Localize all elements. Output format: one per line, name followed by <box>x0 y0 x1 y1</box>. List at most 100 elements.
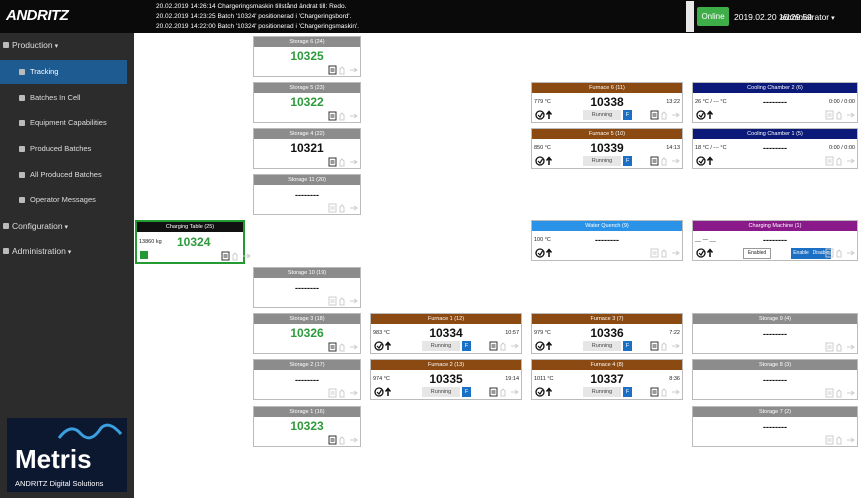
action-icons[interactable] <box>650 387 682 397</box>
logo[interactable]: ANDRITZ <box>6 7 69 24</box>
temperature: 100 °C <box>534 237 551 243</box>
action-icons[interactable] <box>328 111 360 121</box>
brand-name: Metris <box>15 444 92 474</box>
card-title: Storage 3 (18) <box>254 314 360 324</box>
time: 8:36 <box>669 376 680 382</box>
batch-id: 10324 <box>177 235 211 249</box>
control-icons[interactable] <box>374 341 394 351</box>
control-icons[interactable] <box>535 387 555 397</box>
status-square <box>140 251 148 259</box>
card-title: Storage 10 (19) <box>254 268 360 278</box>
action-icons[interactable] <box>328 388 360 398</box>
batch-id: 10337 <box>590 372 624 386</box>
action-icons[interactable] <box>825 156 857 166</box>
time: 13:22 <box>666 99 680 105</box>
menu-item[interactable]: Administration <box>0 239 127 263</box>
equipment-card[interactable]: Charging Machine (1) __ — __ -------- Enabl… <box>692 220 858 261</box>
equipment-card[interactable]: Furnace 5 (10) 850 °C 10339 14:13 Running F <box>531 128 683 169</box>
equipment-card[interactable]: Storage 2 (17) -------- <box>253 359 361 400</box>
batch-id: 10322 <box>290 95 324 109</box>
equipment-card[interactable]: Storage 8 (3) -------- <box>692 359 858 400</box>
equipment-card[interactable]: Storage 5 (23) 10322 <box>253 82 361 123</box>
action-icons[interactable] <box>825 248 857 258</box>
action-icons[interactable] <box>328 296 360 306</box>
action-icons[interactable] <box>825 110 857 120</box>
menu-item[interactable]: Equipment Capabilities <box>0 111 127 135</box>
action-icons[interactable] <box>328 157 360 167</box>
toggle-button[interactable]: Enable <box>791 248 811 259</box>
equipment-card[interactable]: Furnace 6 (11) 779 °C 10338 13:22 Running F <box>531 82 683 123</box>
menu-item[interactable]: Operator Messages <box>0 188 127 212</box>
control-icons[interactable] <box>535 110 555 120</box>
control-icons[interactable] <box>696 248 716 258</box>
card-title: Furnace 3 (7) <box>532 314 682 324</box>
action-icons[interactable] <box>489 341 521 351</box>
flag-badge: F <box>623 341 632 351</box>
run-status: Running <box>583 341 621 351</box>
temperature: 1011 °C <box>534 376 554 382</box>
batch-id: -------- <box>763 375 787 385</box>
card-title: Storage 2 (17) <box>254 360 360 370</box>
menu-item[interactable]: All Produced Batches <box>0 163 127 187</box>
batch-id: -------- <box>763 422 787 432</box>
temperature: 983 °C <box>373 330 390 336</box>
brand-logo: Metris ANDRITZ Digital Solutions <box>7 418 127 492</box>
batch-id: 10338 <box>590 95 624 109</box>
equipment-card[interactable]: Water Quench (9) 100 °C -------- <box>531 220 683 261</box>
equipment-card[interactable]: Storage 1 (16) 10323 <box>253 406 361 447</box>
menu-item[interactable]: Batches In Cell <box>0 86 127 110</box>
control-icons[interactable] <box>696 110 716 120</box>
toggle-button[interactable]: Enabled <box>743 248 771 259</box>
menu-item[interactable]: Configuration <box>0 214 127 238</box>
equipment-card[interactable]: Storage 9 (4) -------- <box>692 313 858 354</box>
control-icons[interactable] <box>696 156 716 166</box>
action-icons[interactable] <box>650 248 682 258</box>
card-title: Furnace 1 (12) <box>371 314 521 324</box>
menu-item[interactable]: Production <box>0 33 127 57</box>
time: 19:14 <box>505 376 519 382</box>
action-icons[interactable] <box>825 435 857 445</box>
action-icons[interactable] <box>825 342 857 352</box>
wave <box>57 423 123 440</box>
menu-icon <box>19 120 25 126</box>
equipment-card[interactable]: Storage 7 (2) -------- <box>692 406 858 447</box>
equipment-card[interactable]: Furnace 2 (13) 974 °C 10335 19:14 Running F <box>370 359 522 400</box>
temperature: 26 °C / --- °C <box>695 99 727 105</box>
batch-id: 10334 <box>429 326 463 340</box>
action-icons[interactable] <box>825 388 857 398</box>
action-icons[interactable] <box>650 156 682 166</box>
menu-icon <box>19 172 25 178</box>
action-icons[interactable] <box>328 203 360 213</box>
equipment-card[interactable]: Storage 11 (20) -------- <box>253 174 361 215</box>
equipment-card[interactable]: Furnace 1 (12) 983 °C 10334 10:57 Running F <box>370 313 522 354</box>
action-icons[interactable] <box>328 65 360 75</box>
equipment-card[interactable]: Storage 10 (19) -------- <box>253 267 361 308</box>
temperature: 974 °C <box>373 376 390 382</box>
control-icons[interactable] <box>374 387 394 397</box>
menu-item[interactable]: Produced Batches <box>0 137 127 161</box>
run-status: Running <box>583 387 621 397</box>
equipment-card[interactable]: Charging Table (25) 13860 kg 10324 <box>135 220 251 264</box>
scrollbar[interactable] <box>686 1 694 32</box>
menu-item[interactable]: Tracking <box>0 60 127 84</box>
control-icons[interactable] <box>535 341 555 351</box>
equipment-card[interactable]: Storage 4 (22) 10321 <box>253 128 361 169</box>
equipment-card[interactable]: Furnace 4 (8) 1011 °C 10337 8:36 Running F <box>531 359 683 400</box>
control-icons[interactable] <box>535 156 555 166</box>
equipment-card[interactable]: Furnace 3 (7) 979 °C 10336 7:22 Running F <box>531 313 683 354</box>
action-icons[interactable] <box>328 342 360 352</box>
action-icons[interactable] <box>328 435 360 445</box>
action-icons[interactable] <box>650 110 682 120</box>
equipment-card[interactable]: Storage 6 (24) 10325 <box>253 36 361 77</box>
user-menu[interactable]: administrator <box>780 12 835 22</box>
equipment-card[interactable]: Cooling Chamber 1 (5) 18 °C / --- °C -----… <box>692 128 858 169</box>
equipment-card[interactable]: Storage 3 (18) 10326 <box>253 313 361 354</box>
card-title: Storage 6 (24) <box>254 37 360 47</box>
control-icons[interactable] <box>535 248 555 258</box>
action-icons[interactable] <box>221 251 253 261</box>
temperature: __ — __ <box>695 237 716 243</box>
action-icons[interactable] <box>650 341 682 351</box>
time: 7:22 <box>669 330 680 336</box>
action-icons[interactable] <box>489 387 521 397</box>
equipment-card[interactable]: Cooling Chamber 2 (6) 26 °C / --- °C -----… <box>692 82 858 123</box>
